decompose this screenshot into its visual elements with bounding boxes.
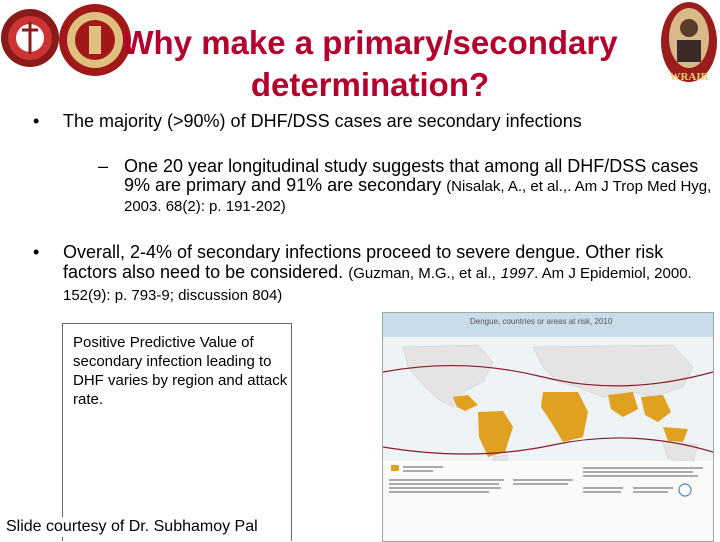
map-title: Dengue, countries or areas at risk, 2010	[470, 317, 613, 326]
map-fine-print	[389, 466, 703, 493]
legend-swatch	[391, 465, 399, 471]
slide-credit: Slide courtesy of Dr. Subhamoy Pal	[6, 517, 260, 537]
title-line-2: determination?	[250, 66, 490, 103]
wrair-text: WRAIR	[669, 71, 709, 83]
bullet-1-text: The majority (>90%) of DHF/DSS cases are…	[63, 111, 582, 131]
bullet-2-text: Overall, 2-4% of secondary infections pr…	[63, 242, 664, 282]
dengue-risk-areas	[453, 392, 688, 457]
seal-icon	[59, 4, 131, 76]
sub-bullet-1-citation: (Nisalak, A., et al.,. Am J Trop Med Hyg…	[124, 178, 712, 215]
bullet-2-citation-b: . Am J Epidemiol, 2000. 152(9): p. 793-9…	[63, 265, 692, 304]
crest-logos	[1, 4, 131, 76]
crest-icon	[1, 9, 59, 67]
bullet-dot: •	[33, 242, 40, 262]
who-emblem-icon	[678, 483, 692, 497]
bullet-2-citation-year: 1997	[500, 265, 535, 282]
slide-title: Why make a primary/secondary determinati…	[90, 22, 650, 106]
map-footer	[383, 461, 713, 540]
wrair-logo: WRAIR	[655, 0, 720, 92]
map-header-bar	[383, 313, 713, 337]
dash-symbol: –	[98, 156, 109, 176]
southern-isotherm-line	[383, 437, 713, 455]
callout-box	[62, 323, 292, 541]
world-map	[383, 337, 713, 540]
sub-bullet-1-text: One 20 year longitudinal study suggests …	[124, 156, 699, 195]
bullet-dot: •	[33, 111, 40, 131]
bullet-2-citation-a: (Guzman, M.G., et al.,	[348, 265, 496, 282]
northern-isotherm-line	[383, 365, 713, 387]
callout-text: Positive Predictive Value of secondary i…	[73, 334, 288, 408]
title-line-1: Why make a primary/secondary	[122, 24, 618, 61]
